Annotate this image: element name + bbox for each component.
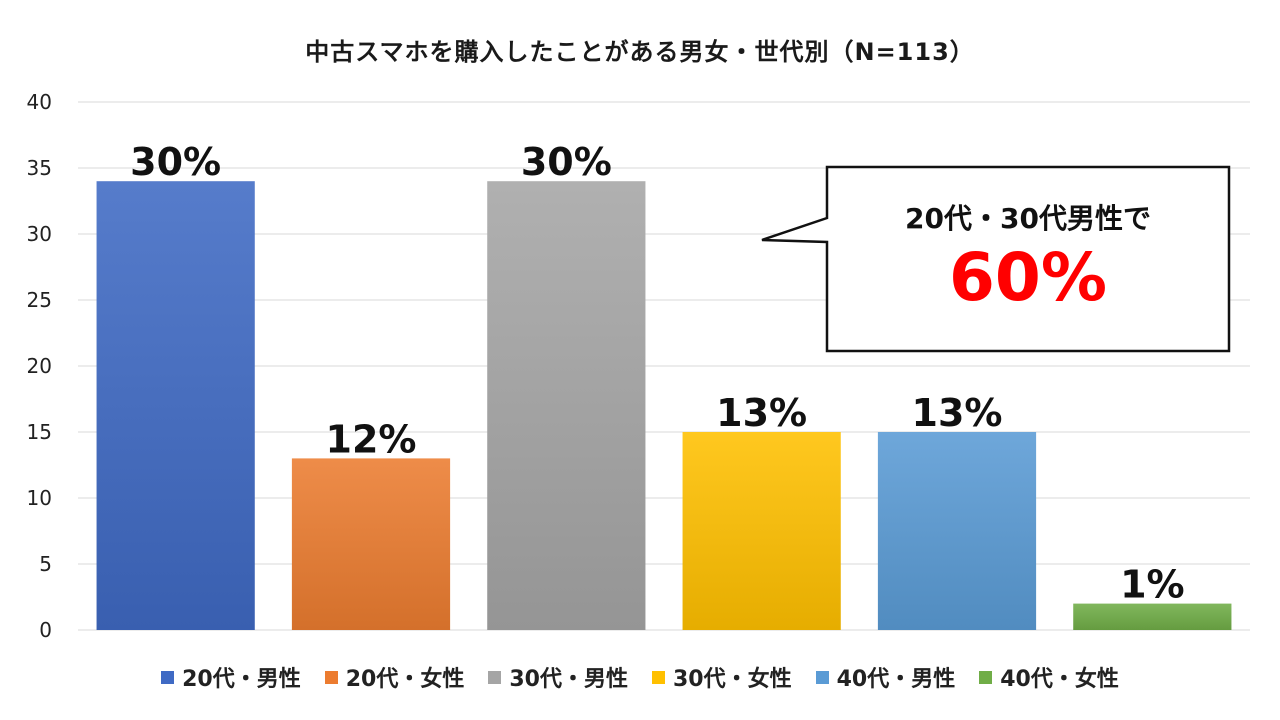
callout-value: 60% [949, 239, 1107, 316]
legend-label: 30代・女性 [673, 667, 792, 692]
data-label-2: 12% [326, 417, 417, 461]
data-label-5: 13% [912, 391, 1003, 435]
legend-item-4: 30代・女性 [652, 661, 792, 693]
bar-6 [1073, 603, 1232, 630]
bar-1 [96, 181, 255, 630]
legend-swatch [324, 670, 338, 684]
legend-label: 40代・男性 [836, 667, 956, 692]
bar-5 [877, 432, 1037, 630]
legend-item-2: 20代・女性 [324, 661, 465, 693]
y-tick-label: 20 [27, 354, 52, 378]
legend-label: 40代・女性 [1000, 667, 1119, 692]
legend-label: 20代・男性 [182, 667, 301, 692]
legend-swatch [488, 670, 502, 684]
legend: 20代・男性 20代・女性 30代・男性 30代・女性 40代・男性 40代・女性 [0, 661, 1280, 693]
callout: 20代・30代男性で 60% [827, 167, 1229, 351]
chart-title: 中古スマホを購入したことがある男女・世代別（N=113） [305, 38, 975, 66]
y-tick-label: 30 [27, 222, 52, 246]
y-tick-label: 0 [39, 618, 52, 642]
y-tick-label: 15 [27, 420, 52, 444]
bar-3 [487, 181, 646, 630]
y-tick-label: 25 [27, 288, 52, 312]
y-tick-label: 35 [27, 156, 52, 180]
y-tick-label: 5 [39, 552, 52, 576]
data-label-3: 30% [521, 140, 612, 184]
bar-4 [682, 432, 841, 630]
data-label-6: 1% [1120, 563, 1185, 607]
legend-item-3: 30代・男性 [488, 661, 628, 693]
legend-swatch [161, 670, 175, 684]
y-tick-label: 40 [27, 90, 52, 114]
legend-swatch [815, 670, 829, 684]
callout-text: 20代・30代男性で [905, 202, 1151, 235]
data-label-4: 13% [716, 391, 807, 435]
legend-swatch [979, 670, 993, 684]
y-tick-label: 10 [27, 486, 52, 510]
legend-item-6: 40代・女性 [979, 661, 1119, 693]
data-label-1: 30% [130, 140, 221, 184]
legend-swatch [652, 670, 665, 684]
legend-item-5: 40代・男性 [815, 661, 956, 693]
bar-2 [291, 458, 451, 630]
callout-box [761, 165, 1231, 353]
legend-label: 30代・男性 [509, 667, 628, 692]
legend-item-1: 20代・男性 [161, 661, 301, 693]
legend-label: 20代・女性 [345, 667, 465, 692]
